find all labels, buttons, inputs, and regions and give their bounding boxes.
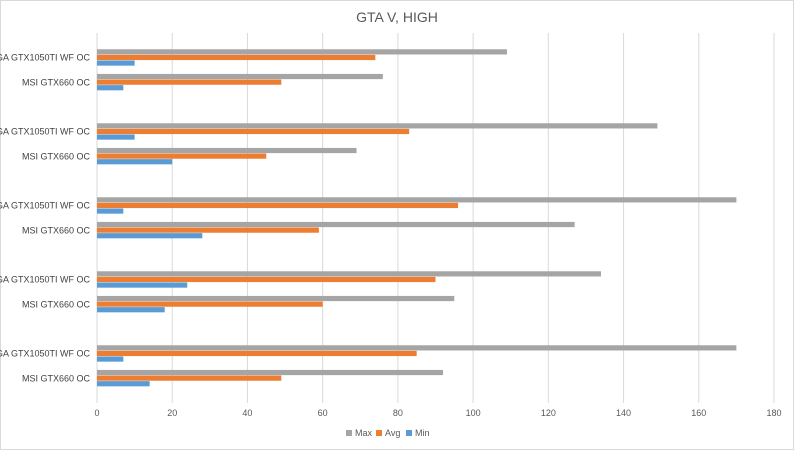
bar-avg-1 [97, 79, 282, 85]
bar-max-5 [97, 221, 575, 228]
legend-label-max: Max [355, 428, 373, 438]
bar-min-1 [97, 85, 124, 91]
category-label-7: MSI GTX660 OC [22, 299, 91, 309]
legend-label-min: Min [415, 428, 430, 438]
category-label-1: MSI GTX660 OC [22, 77, 91, 87]
chart-title: GTA V, HIGH [356, 9, 438, 25]
bar-avg-2 [97, 128, 410, 135]
x-tick-label-6: 120 [541, 408, 556, 418]
bar-max-7 [97, 295, 455, 302]
bar-min-6 [97, 282, 188, 288]
legend-label-avg: Avg [385, 428, 400, 438]
category-label-5: MSI GTX660 OC [22, 225, 91, 235]
x-tick-label-9: 180 [766, 408, 781, 418]
bar-min-0 [97, 60, 135, 66]
x-tick-label-5: 100 [466, 408, 481, 418]
bar-avg-9 [97, 375, 282, 381]
legend: Max Avg Min [346, 428, 430, 438]
bar-min-4 [97, 208, 124, 214]
bar-max-3 [97, 147, 357, 154]
legend-swatch-avg [376, 430, 382, 436]
bar-min-7 [97, 307, 165, 313]
bar-max-8 [97, 345, 737, 351]
x-tick-label-2: 40 [242, 408, 252, 418]
bar-max-2 [97, 123, 658, 129]
category-label-0: GA GTX1050TI WF OC [0, 53, 90, 63]
bar-avg-4 [97, 202, 459, 209]
bar-avg-6 [97, 276, 436, 283]
bars [97, 49, 737, 387]
x-tick-labels: 0 20 40 60 80 100 120 140 160 180 [94, 408, 781, 418]
bar-max-4 [97, 197, 737, 203]
category-label-8: GA GTX1050TI WF OC [0, 349, 90, 359]
category-label-6: GA GTX1050TI WF OC [0, 275, 90, 285]
bar-max-1 [97, 73, 383, 80]
bar-max-9 [97, 369, 444, 376]
bar-min-8 [97, 356, 124, 362]
bar-min-5 [97, 233, 203, 239]
bar-avg-0 [97, 54, 376, 61]
bar-min-3 [97, 159, 173, 165]
x-tick-label-4: 80 [393, 408, 403, 418]
bar-max-6 [97, 271, 601, 277]
bar-avg-8 [97, 350, 417, 357]
bar-min-9 [97, 381, 150, 387]
legend-swatch-max [346, 430, 352, 436]
x-tick-label-0: 0 [94, 408, 99, 418]
bar-avg-3 [97, 153, 267, 159]
x-tick-label-1: 20 [167, 408, 177, 418]
category-labels: GA GTX1050TI WF OC MSI GTX660 OC GA GTX105… [0, 53, 90, 384]
bar-avg-5 [97, 227, 319, 233]
x-tick-label-8: 160 [691, 408, 706, 418]
bar-avg-7 [97, 301, 323, 307]
bar-min-2 [97, 134, 135, 140]
legend-swatch-min [406, 430, 412, 436]
x-tick-label-7: 140 [616, 408, 631, 418]
x-tick-label-3: 60 [318, 408, 328, 418]
category-label-4: GA GTX1050TI WF OC [0, 201, 90, 211]
bar-max-0 [97, 49, 507, 55]
grid-lines [96, 33, 775, 403]
category-label-9: MSI GTX660 OC [22, 373, 91, 383]
category-label-2: GA GTX1050TI WF OC [0, 127, 90, 137]
category-label-3: MSI GTX660 OC [22, 151, 91, 161]
